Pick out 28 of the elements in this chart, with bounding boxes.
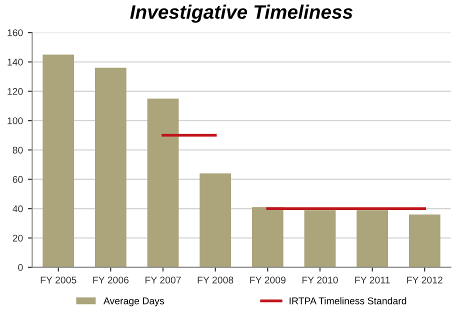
bar <box>94 68 126 268</box>
x-tick-label: FY 2012 <box>407 276 442 284</box>
bar <box>147 98 179 268</box>
chart-title: Investigative Timeliness <box>130 4 353 23</box>
x-tick-label: FY 2011 <box>355 276 390 284</box>
x-tick-label: FY 2010 <box>302 276 338 284</box>
x-tick-label: FY 2008 <box>198 276 234 284</box>
x-tick-label: FY 2005 <box>40 276 76 284</box>
legend-label: IRTPA Timeliness Standard <box>290 297 406 304</box>
x-tick-label: FY 2007 <box>146 276 181 284</box>
bar <box>304 210 336 268</box>
y-tick-label: 80 <box>12 146 23 154</box>
y-tick-label: 40 <box>12 205 23 212</box>
y-tick-label: 0 <box>18 264 23 271</box>
y-tick-label: 120 <box>8 88 23 95</box>
x-tick-label: FY 2006 <box>93 276 129 284</box>
y-tick-label: 20 <box>12 234 23 242</box>
y-tick-label: 160 <box>8 29 23 36</box>
bar <box>200 173 232 268</box>
bar <box>408 214 440 268</box>
y-tick-label: 140 <box>8 58 23 66</box>
bar <box>356 210 388 268</box>
x-tick-label: FY 2009 <box>250 276 286 284</box>
bar <box>42 54 74 268</box>
y-tick-label: 100 <box>8 117 23 124</box>
legend-label: Average Days <box>103 298 164 306</box>
y-tick-label: 60 <box>12 176 23 183</box>
bar <box>252 207 284 268</box>
